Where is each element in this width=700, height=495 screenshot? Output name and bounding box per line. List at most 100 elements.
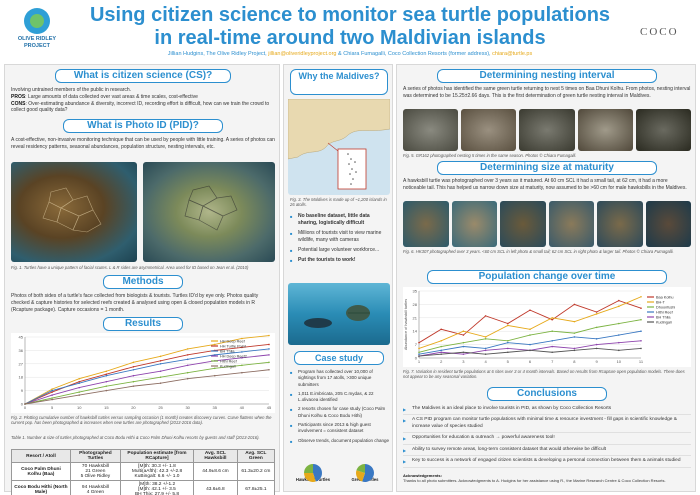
pie-slice <box>313 464 322 482</box>
snorkeler-graphic <box>304 305 370 328</box>
data-point <box>78 382 81 384</box>
pros-text: : Large amounts of data collected over v… <box>25 93 198 100</box>
data-point <box>507 339 509 342</box>
maturity-photo-strip <box>403 201 691 247</box>
data-point <box>462 353 465 355</box>
maturity-photo <box>500 201 546 247</box>
data-point <box>484 315 487 317</box>
data-point <box>78 391 81 393</box>
legend-label: Dhoonfushi <box>656 305 675 309</box>
data-point <box>51 397 53 399</box>
data-point <box>186 354 189 356</box>
section-title-maldives: Why the Maldives? <box>290 69 388 95</box>
data-point <box>529 309 531 311</box>
conclusion-item: The Maldives is an ideal place to involv… <box>403 404 691 416</box>
legend-label: HH Turtle Point <box>220 344 247 348</box>
x-tick-label: 11 <box>639 359 644 364</box>
author-email-link-2[interactable]: chiara@turtle.ps <box>492 51 533 57</box>
pie-slice <box>304 464 313 473</box>
maturity-photo <box>403 201 449 247</box>
data-point <box>186 364 189 367</box>
data-point <box>462 345 465 348</box>
list-item: Potential large volunteer workforce... <box>290 247 390 254</box>
data-point <box>462 330 465 332</box>
data-point <box>640 307 642 310</box>
data-point <box>551 330 553 332</box>
list-item: 2 resorts chosen for case study (Coco Pa… <box>290 406 390 419</box>
y-tick-label: 21 <box>413 315 418 320</box>
data-point <box>618 341 620 344</box>
data-point <box>551 317 553 319</box>
data-point <box>51 398 53 401</box>
nesting-photo-strip <box>403 109 692 151</box>
data-point <box>462 334 465 336</box>
authors-mid: & Chiara Fumagalli, Coco Collection Reso… <box>336 51 493 57</box>
cs-cons: CONS: Over-estimating abundance & divers… <box>11 101 275 115</box>
list-item: Put the tourists to work! <box>290 257 390 264</box>
data-point <box>440 339 442 342</box>
methods-text: Photos of both sides of a turtle's face … <box>11 293 259 313</box>
data-point <box>595 338 598 340</box>
section-title-citizen-science: What is citizen science (CS)? <box>55 69 231 83</box>
section-title-photo-id: What is Photo ID (PID)? <box>63 119 223 133</box>
conclusion-item: Ability to survey remote areas, long-ter… <box>403 445 691 457</box>
data-point <box>640 295 642 298</box>
title-line-1: Using citizen science to monitor sea tur… <box>89 4 611 26</box>
data-point <box>462 351 465 354</box>
data-point <box>51 394 53 396</box>
y-tick-label: 27 <box>19 361 24 366</box>
data-point <box>573 336 576 338</box>
x-tick-label: 3 <box>462 359 465 364</box>
x-tick-label: 6 <box>529 359 532 364</box>
maturity-photo <box>597 201 643 247</box>
legend-label: Kudingali <box>656 320 672 324</box>
data-point <box>507 351 509 354</box>
data-point <box>268 361 270 364</box>
olive-ridley-logo: OLIVE RIDLEY PROJECT <box>12 8 62 56</box>
table-header-cell: Avg. SCL Hawksbill <box>193 449 238 463</box>
data-point <box>418 341 420 344</box>
data-point <box>462 341 465 344</box>
legend-label: BH Thila <box>220 349 235 353</box>
data-point <box>268 334 270 337</box>
turtle-logo-icon <box>24 8 50 34</box>
pie-slice <box>356 464 365 473</box>
data-point <box>132 380 135 383</box>
data-point <box>132 374 135 377</box>
conclusion-item: Opportunities for education & outreach →… <box>403 433 691 445</box>
data-point <box>105 373 108 376</box>
maturity-photo <box>645 201 691 247</box>
cons-label: CONS <box>11 100 26 107</box>
pie-slice <box>356 470 365 482</box>
legend-label: Hithi Reef <box>656 310 674 314</box>
data-point <box>241 364 243 367</box>
legend-label: Kudingali <box>220 364 236 368</box>
y-tick-label: 18 <box>19 375 24 380</box>
data-point <box>105 389 108 392</box>
data-point <box>159 382 162 384</box>
data-point <box>105 370 108 373</box>
data-point <box>132 365 135 368</box>
table-cell: Coco Bodu Hithi (North Male) <box>11 480 71 495</box>
section-title-maturity: Determining size at maturity <box>437 161 657 175</box>
table-cell: 43.6±6.8 <box>193 480 238 495</box>
fig3-caption: Fig. 3. The Maldives is made up of ~1,20… <box>290 197 387 208</box>
data-point <box>484 338 487 340</box>
authors-pre: Jillian Hudgins, The Olive Ridley Projec… <box>167 51 269 57</box>
data-point <box>595 343 598 346</box>
y-tick-label: 9 <box>21 388 24 393</box>
data-point <box>418 347 420 350</box>
data-point <box>268 343 270 346</box>
maturity-text: A hawksbill turtle was photographed over… <box>403 178 687 191</box>
author-email-link-1[interactable]: jillian@oliveridleyproject.org <box>268 51 337 57</box>
nesting-photo <box>519 109 575 151</box>
nesting-photo <box>403 109 459 151</box>
column-right: Determining nesting interval A series of… <box>396 64 696 492</box>
data-point <box>573 349 576 352</box>
fig1-caption: Fig. 1. Turtles have a unique pattern of… <box>11 265 249 270</box>
table-cell: 70 Hawksbill 21 Green 5 Olive Ridley <box>69 462 121 481</box>
data-point <box>484 336 487 338</box>
turtle-face-photo-left <box>11 162 137 262</box>
data-point <box>241 346 243 349</box>
x-tick-label: 2 <box>440 359 443 364</box>
